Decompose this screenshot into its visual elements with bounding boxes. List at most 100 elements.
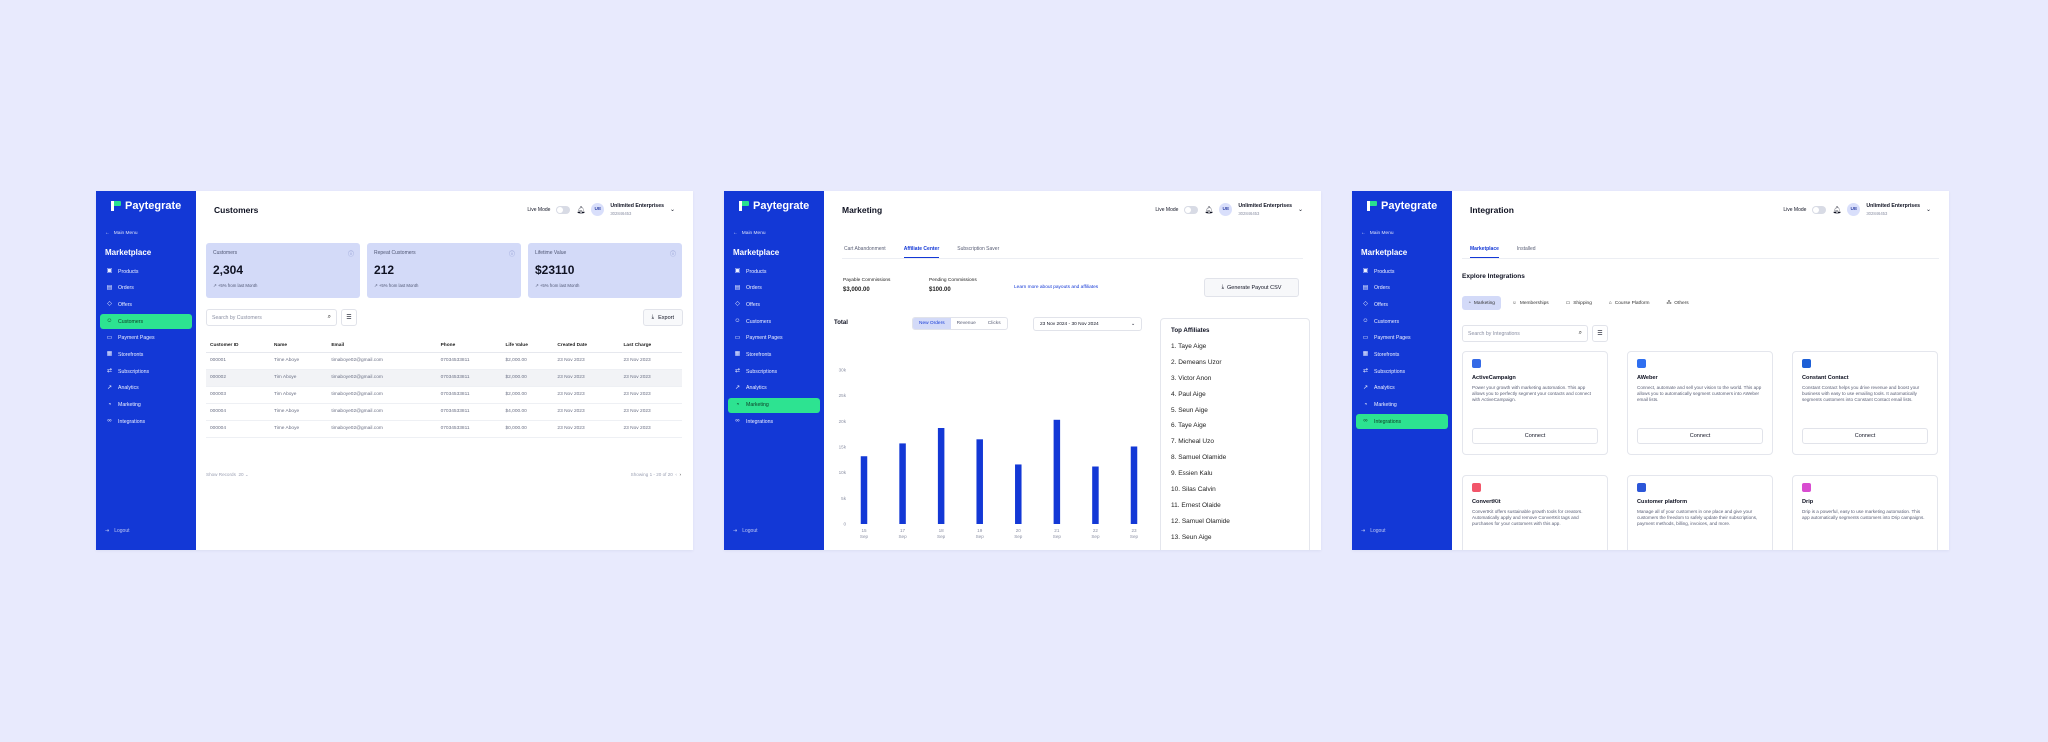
brand-logo[interactable]: Paytegrate <box>111 200 181 212</box>
chevron-down-icon[interactable]: ⌄ <box>669 207 675 213</box>
affiliate-item[interactable]: 7. Micheal Uzo <box>1171 438 1214 446</box>
sidebar-item-storefronts[interactable]: ▦ Storefronts <box>728 347 820 362</box>
table-row[interactable]: 000004 Time Aboye timaboye02@gmail.com 0703… <box>206 403 682 421</box>
connect-button[interactable]: Connect <box>1802 428 1928 444</box>
main-menu-link[interactable]: ← Main Menu <box>733 231 766 236</box>
affiliate-item[interactable]: 2. Demeans Uzor <box>1171 358 1222 366</box>
info-icon[interactable]: ⓘ <box>508 252 515 258</box>
affiliate-item[interactable]: 6. Taye Aige <box>1171 422 1207 430</box>
avatar[interactable]: UE <box>1847 203 1861 216</box>
sidebar-item-offers[interactable]: ◇ Offers <box>728 297 820 312</box>
sidebar-item-subscriptions[interactable]: ⇄ Subscriptions <box>100 364 192 379</box>
avatar[interactable]: UE <box>591 203 605 216</box>
sidebar-item-orders[interactable]: ▤ Orders <box>1356 281 1448 296</box>
affiliate-item[interactable]: 9. Essien Kalu <box>1171 470 1213 478</box>
connect-button[interactable]: Connect <box>1637 428 1763 444</box>
affiliate-item[interactable]: 3. Victor Anon <box>1171 374 1212 382</box>
segment-new-orders[interactable]: New Orders <box>913 318 951 329</box>
affiliate-item[interactable]: 5. Seun Aige <box>1171 406 1208 414</box>
sidebar-item-integrations[interactable]: ∞ Integrations <box>728 414 820 429</box>
sidebar-item-analytics[interactable]: ↗ Analytics <box>1356 381 1448 396</box>
category-pill-marketing[interactable]: ◔ Marketing <box>1462 296 1501 310</box>
live-mode-toggle[interactable] <box>1184 205 1199 214</box>
category-pill-memberships[interactable]: ☺ Memberships <box>1506 296 1555 310</box>
segment-revenue[interactable]: Revenue <box>956 321 976 326</box>
sidebar-item-orders[interactable]: ▤ Orders <box>728 281 820 296</box>
sidebar-item-subscriptions[interactable]: ⇄ Subscriptions <box>728 364 820 379</box>
column-header[interactable]: Last Charge <box>619 340 682 353</box>
show-records[interactable]: Show Records 20 ⌄ <box>206 472 249 478</box>
tab-affiliate-center[interactable]: Affiliate Center <box>903 246 940 258</box>
generate-payout-button[interactable]: ⤓ Generate Payout CSV <box>1204 278 1299 297</box>
tab-subscription-saver[interactable]: Subscription Saver <box>957 246 1000 252</box>
affiliate-item[interactable]: 10. Silas Calvin <box>1171 486 1216 494</box>
search-icon[interactable]: ⌕ <box>327 314 331 320</box>
avatar[interactable]: UE <box>1219 203 1233 216</box>
affiliate-item[interactable]: 4. Paul Aige <box>1171 390 1206 398</box>
table-row[interactable]: 000001 Time Aboye timaboye02@gmail.com 0703… <box>206 352 682 370</box>
column-header[interactable]: Customer ID <box>206 340 270 353</box>
prev-page-icon[interactable]: ‹ <box>675 472 677 477</box>
connect-button[interactable]: Connect <box>1472 428 1598 444</box>
sidebar-item-storefronts[interactable]: ▦ Storefronts <box>1356 347 1448 362</box>
affiliate-item[interactable]: 13. Seun Aige <box>1171 533 1212 541</box>
brand-logo[interactable]: Paytegrate <box>739 200 809 212</box>
sidebar-item-subscriptions[interactable]: ⇄ Subscriptions <box>1356 364 1448 379</box>
live-mode-toggle[interactable] <box>556 205 571 214</box>
affiliate-item[interactable]: 12. Samuel Olamide <box>1171 517 1230 525</box>
sidebar-item-integrations[interactable]: ∞ Integrations <box>1356 414 1448 430</box>
bell-icon[interactable]: 🔔︎ <box>1832 206 1842 214</box>
chevron-down-icon[interactable]: ⌄ <box>1925 207 1931 213</box>
filter-button[interactable]: ☰ <box>1592 325 1608 342</box>
affiliate-item[interactable]: 11. Ernest Olaide <box>1171 501 1221 509</box>
logout-button[interactable]: ⇥ Logout <box>733 528 758 534</box>
sidebar-item-storefronts[interactable]: ▦ Storefronts <box>100 347 192 362</box>
next-page-icon[interactable]: › <box>679 472 681 477</box>
info-icon[interactable]: ⓘ <box>669 252 676 258</box>
live-mode-toggle[interactable] <box>1812 205 1827 214</box>
sidebar-item-offers[interactable]: ◇ Offers <box>100 297 192 312</box>
bar[interactable] <box>860 456 868 524</box>
chevron-down-icon[interactable]: ⌄ <box>1297 207 1303 213</box>
sidebar-item-orders[interactable]: ▤ Orders <box>100 281 192 296</box>
column-header[interactable]: Email <box>327 340 437 353</box>
sidebar-item-payment-pages[interactable]: ▭ Payment Pages <box>100 331 192 346</box>
logout-button[interactable]: ⇥ Logout <box>105 528 130 534</box>
sidebar-item-products[interactable]: ▣ Products <box>1356 264 1448 279</box>
column-header[interactable]: Life Value <box>501 340 554 353</box>
learn-more-link[interactable]: Learn more about payouts and affiliates <box>1014 285 1099 290</box>
search-icon[interactable]: ⌕ <box>1578 330 1582 336</box>
sidebar-item-customers[interactable]: ☺ Customers <box>1356 314 1448 329</box>
info-icon[interactable]: ⓘ <box>347 252 354 258</box>
filter-button[interactable]: ☰ <box>341 309 357 326</box>
category-pill-shipping[interactable]: ▭ Shipping <box>1560 296 1598 310</box>
export-button[interactable]: ⤓ Export <box>642 309 683 326</box>
tab-installed[interactable]: Installed <box>1516 246 1536 252</box>
brand-logo[interactable]: Paytegrate <box>1367 200 1437 212</box>
sidebar-item-analytics[interactable]: ↗ Analytics <box>100 381 192 396</box>
table-row[interactable]: 000003 Tim Aboye timaboye02@gmail.com 07034… <box>206 386 682 404</box>
sidebar-item-products[interactable]: ▣ Products <box>100 264 192 279</box>
sidebar-item-integrations[interactable]: ∞ Integrations <box>100 414 192 429</box>
sidebar-item-offers[interactable]: ◇ Offers <box>1356 297 1448 312</box>
logout-button[interactable]: ⇥ Logout <box>1361 528 1386 534</box>
sidebar-item-marketing[interactable]: ◔ Marketing <box>1356 398 1448 413</box>
affiliate-item[interactable]: 1. Taye Aige <box>1171 343 1207 350</box>
column-header[interactable]: Name <box>269 340 328 353</box>
category-pill-others[interactable]: ⁂ Others <box>1660 296 1694 310</box>
show-records-value[interactable]: 20 <box>238 472 244 477</box>
sidebar-item-marketing[interactable]: ◔ Marketing <box>100 398 192 413</box>
bar[interactable] <box>899 443 906 524</box>
bar[interactable] <box>1053 419 1061 524</box>
bar[interactable] <box>1130 446 1138 524</box>
main-menu-link[interactable]: ← Main Menu <box>1361 231 1394 236</box>
column-header[interactable]: Created Date <box>553 340 620 353</box>
bell-icon[interactable]: 🔔︎ <box>576 206 586 214</box>
date-range-select[interactable]: 23 Nov 2024 - 30 Nov 2024 ⌄ <box>1033 317 1142 331</box>
tab-marketplace[interactable]: Marketplace <box>1470 246 1499 258</box>
table-row[interactable]: 000004 Time Aboye timaboye02@gmail.com 0703… <box>206 420 682 438</box>
column-header[interactable]: Phone <box>436 340 502 353</box>
bar[interactable] <box>976 439 983 524</box>
bar[interactable] <box>1015 464 1022 524</box>
sidebar-item-products[interactable]: ▣ Products <box>728 264 820 279</box>
